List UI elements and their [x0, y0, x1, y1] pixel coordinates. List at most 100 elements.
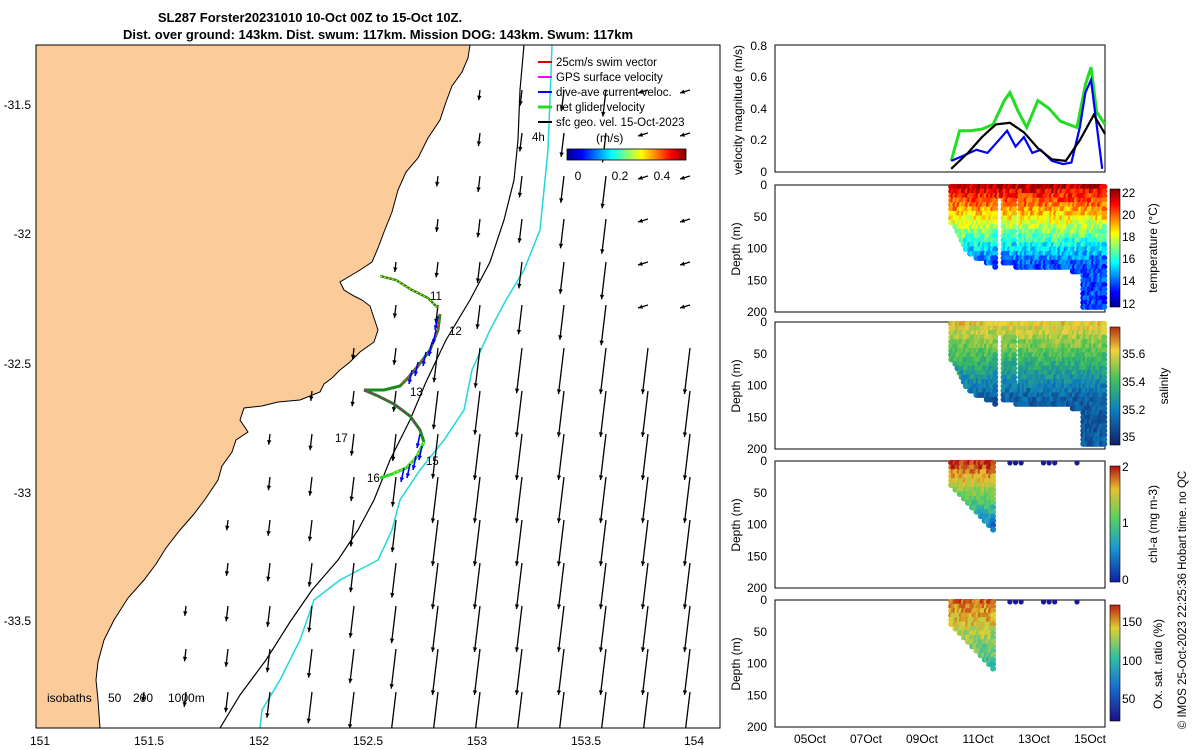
profile-sample	[1101, 343, 1108, 350]
profile-sample	[1101, 365, 1108, 372]
velocity-vector	[307, 691, 313, 724]
map-xtick-label: 153	[467, 734, 487, 748]
velocity-vector-head	[598, 647, 604, 652]
velocity-vector-head	[516, 329, 522, 335]
velocity-vector-head	[598, 475, 604, 480]
velocity-vector	[433, 691, 439, 728]
velocity-vector-head	[556, 561, 562, 566]
velocity-vector-head	[267, 439, 272, 445]
velocity-vector	[391, 691, 397, 728]
velocity-vector-head	[392, 313, 398, 318]
speed-colorbar	[566, 148, 687, 161]
profile-sample	[1101, 418, 1108, 425]
velocity-vector	[599, 476, 607, 524]
velocity-vector	[641, 519, 649, 567]
sal-cbar-tick: 35.4	[1122, 375, 1146, 389]
profile-sample	[1101, 241, 1108, 248]
depth-tick-label: 150	[747, 688, 767, 702]
profile-sample	[1011, 343, 1018, 350]
velocity-vector	[473, 476, 481, 524]
oxygen-section	[948, 598, 1080, 672]
profile-sample	[1101, 352, 1108, 358]
profile-sample	[1012, 599, 1019, 605]
velocity-vector-head	[266, 485, 272, 491]
profile-sample	[990, 495, 997, 502]
velocity-vector-head	[640, 518, 646, 523]
velocity-vector-head	[682, 561, 688, 566]
depth-ylabel: Depth (m)	[729, 222, 743, 275]
velocity-vector-head	[307, 536, 313, 542]
vel-ytick: 0.4	[750, 102, 767, 116]
velocity-vector-head	[558, 289, 563, 294]
temp-cbar-tick: 20	[1122, 208, 1136, 222]
velocity-vector	[515, 390, 523, 438]
velocity-vector-head	[640, 690, 646, 695]
velocity-panel: 0 0.2 0.4 0.6 0.8 velocity magnitude (m/…	[731, 39, 1107, 179]
velocity-vector	[515, 562, 523, 610]
velocity-vector	[473, 433, 481, 481]
profile-sample	[1101, 347, 1108, 354]
temperature-label: temperature (°C)	[1146, 203, 1160, 293]
depth-tick-label: 50	[754, 210, 768, 224]
profile-sample	[990, 486, 997, 493]
profile-sample	[1101, 427, 1108, 434]
velocity-series-line	[949, 66, 1107, 162]
velocity-vector-head	[349, 541, 354, 547]
depth-ylabel: Depth (m)	[729, 498, 743, 551]
depth-tick-label: 200	[747, 720, 767, 734]
velocity-vector-head	[680, 304, 685, 309]
velocity-vector	[601, 175, 607, 209]
profile-sample	[1101, 263, 1108, 270]
velocity-vector	[601, 218, 607, 254]
velocity-vector-head	[224, 616, 229, 622]
velocity-vector-head	[433, 325, 439, 330]
profile-sample	[990, 612, 997, 619]
profile-sample	[1101, 414, 1108, 421]
velocity-vector-head	[306, 673, 312, 678]
profile-sample	[1052, 460, 1058, 466]
velocity-vector-head	[558, 243, 564, 249]
time-xtick: 15Oct	[1074, 732, 1107, 746]
speed-colorbar-tick: 0.4	[654, 169, 671, 183]
profile-sample	[990, 621, 997, 628]
profile-sample	[990, 477, 997, 484]
depth-tick-label: 150	[747, 273, 767, 287]
profile-sample	[1052, 599, 1058, 605]
velocity-vector	[391, 562, 397, 598]
velocity-vector-head	[475, 278, 481, 283]
profile-sample	[992, 237, 999, 244]
velocity-vector-head	[472, 518, 478, 523]
dive-average-current-vectors	[399, 315, 439, 483]
profile-sample	[1101, 325, 1108, 332]
isobath-1000-label: 1000m	[168, 691, 205, 705]
velocity-vector-head	[430, 647, 436, 652]
velocity-vector-head	[476, 187, 481, 192]
velocity-vector-head	[680, 89, 685, 94]
profile-sample	[992, 201, 999, 208]
profile-sample	[1101, 206, 1108, 213]
profile-sample	[1101, 392, 1108, 398]
velocity-vector-head	[421, 361, 427, 366]
depth-axis-ticks: 0 50 100 150 200 Depth (m) 0 50 100 150 200 Depth (…	[729, 178, 767, 734]
profile-sample	[1101, 369, 1108, 376]
profile-sample	[1101, 356, 1108, 363]
velocity-vector-head	[598, 690, 604, 695]
chla-cbar-tick: 0	[1122, 573, 1129, 587]
velocity-vector-head	[601, 111, 606, 117]
profile-sample	[1101, 272, 1108, 279]
depth-tick-label: 0	[760, 593, 767, 607]
velocity-vector	[391, 519, 397, 553]
velocity-vector-head	[556, 647, 562, 652]
velocity-vector	[557, 347, 565, 395]
profile-sample	[990, 656, 997, 663]
velocity-vector-head	[682, 647, 688, 652]
profile-sample	[1101, 432, 1108, 438]
velocity-vector-head	[266, 531, 271, 536]
profile-sample	[1011, 360, 1018, 367]
temp-cbar-tick: 12	[1122, 297, 1136, 311]
velocity-vector-head	[556, 432, 562, 437]
velocity-vector-head	[399, 477, 405, 482]
velocity-vector-head	[435, 181, 440, 187]
velocity-vector	[433, 347, 439, 383]
